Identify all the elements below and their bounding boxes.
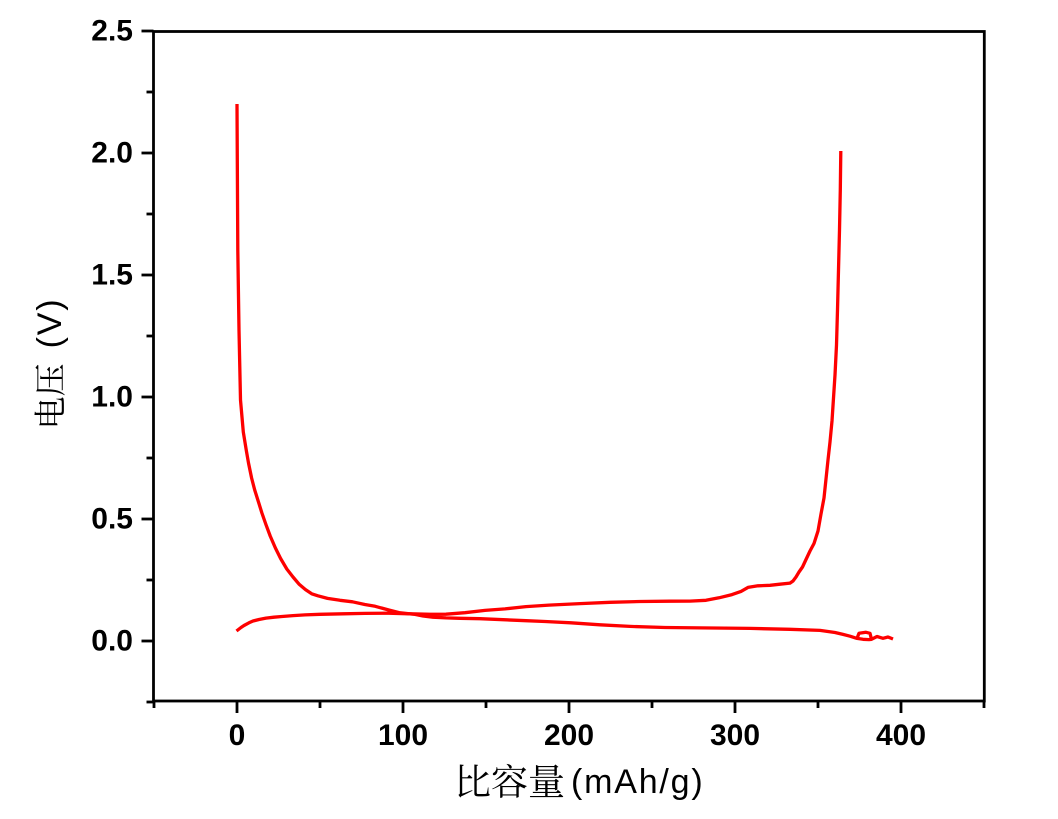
svg-text:400: 400 [876, 719, 926, 752]
svg-text:(V): (V) [31, 298, 69, 349]
svg-text:300: 300 [710, 719, 760, 752]
svg-text:0: 0 [229, 719, 246, 752]
svg-text:100: 100 [378, 719, 428, 752]
svg-text:200: 200 [544, 719, 594, 752]
svg-text:1.0: 1.0 [91, 381, 133, 414]
svg-text:0.0: 0.0 [91, 625, 133, 658]
svg-text:2.0: 2.0 [91, 137, 133, 170]
svg-text:(mAh/g): (mAh/g) [571, 763, 705, 801]
svg-text:2.5: 2.5 [91, 15, 133, 48]
svg-text:1.5: 1.5 [91, 259, 133, 292]
svg-text:0.5: 0.5 [91, 503, 133, 536]
